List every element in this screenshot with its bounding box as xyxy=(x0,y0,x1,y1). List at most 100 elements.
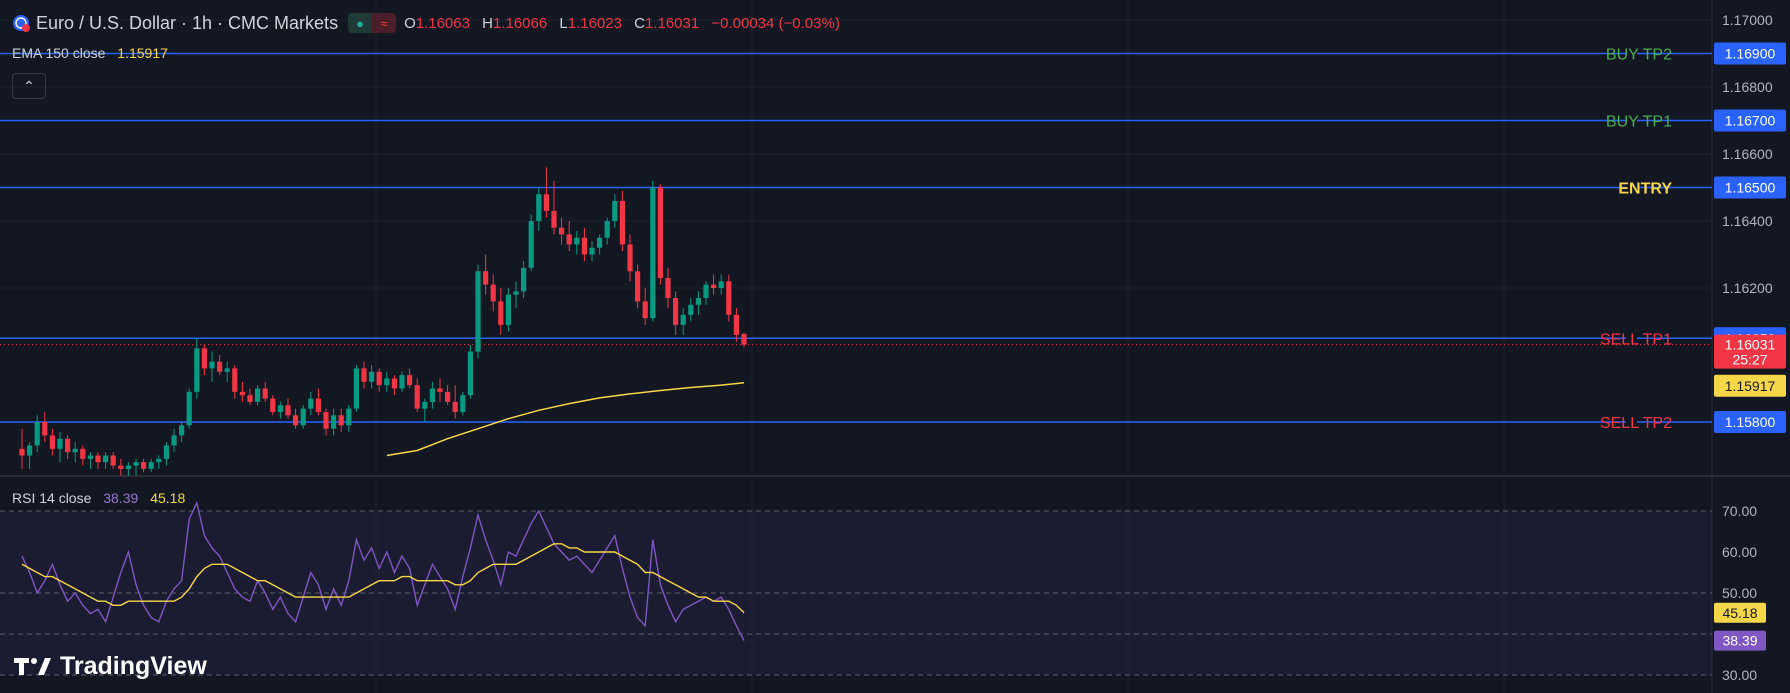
candle-up xyxy=(57,438,63,449)
candle-up xyxy=(528,221,534,268)
tradingview-logo[interactable]: TradingView xyxy=(14,651,207,681)
candle-up xyxy=(186,391,192,426)
candle-up xyxy=(300,408,306,426)
candle-up xyxy=(695,298,701,305)
change-value: −0.00034 (−0.03%) xyxy=(711,14,840,32)
candle-up xyxy=(163,445,169,459)
candle-down xyxy=(232,368,238,392)
candle-down xyxy=(711,284,717,288)
candle-down xyxy=(543,194,549,211)
close-value: 1.16031 xyxy=(644,14,700,32)
candle-up xyxy=(156,458,162,463)
chevron-up-icon: ⌃ xyxy=(23,77,35,94)
candle-down xyxy=(118,465,124,469)
rsi-legend[interactable]: RSI 14 close 38.39 45.18 xyxy=(12,490,185,506)
candle-up xyxy=(34,422,40,446)
ema-price-text: 1.15917 xyxy=(1725,378,1776,394)
candle-down xyxy=(65,438,71,453)
current-price-tag xyxy=(1714,334,1786,369)
ema-legend-label: EMA 150 close xyxy=(12,45,106,61)
countdown-text: 25:27 xyxy=(1732,352,1767,368)
candle-up xyxy=(277,405,283,412)
level-price-tag xyxy=(1714,411,1786,433)
candle-down xyxy=(627,244,633,272)
candle-down xyxy=(635,271,641,302)
rsi-ma-value-text: 45.18 xyxy=(1722,605,1757,621)
ema-legend[interactable]: EMA 150 close 1.15917 xyxy=(12,45,168,61)
candle-up xyxy=(422,401,428,409)
rsi-ma-value-tag xyxy=(1714,602,1766,623)
level-label: SELL TP1 xyxy=(1600,331,1672,348)
market-open-dot-icon: ● xyxy=(348,13,373,33)
close-label: C xyxy=(634,14,645,32)
price-axis-tick: 1.16800 xyxy=(1722,79,1773,95)
candle-down xyxy=(19,448,25,456)
candle-up xyxy=(224,368,230,372)
candle-down xyxy=(49,435,55,449)
candle-down xyxy=(407,375,413,386)
candle-up xyxy=(148,462,154,469)
level-label: BUY TP1 xyxy=(1606,114,1672,131)
candle-down xyxy=(437,388,443,392)
candle-down xyxy=(619,200,625,245)
candle-up xyxy=(521,267,527,292)
level-price-tag xyxy=(1714,42,1786,65)
level-label: ENTRY xyxy=(1618,181,1672,198)
candle-up xyxy=(399,375,405,389)
level-label: BUY TP2 xyxy=(1606,47,1672,64)
candle-up xyxy=(574,237,580,245)
candle-down xyxy=(262,388,268,399)
level-price-tag xyxy=(1714,176,1786,199)
candle-down xyxy=(673,298,679,325)
candle-up xyxy=(209,361,215,369)
low-label: L xyxy=(559,14,568,32)
candle-down xyxy=(376,371,382,386)
ohlc-values: O1.16063 H1.16066 L1.16023 C1.16031 −0.0… xyxy=(404,15,840,32)
candle-down xyxy=(657,187,663,278)
collapse-legend-button[interactable]: ⌃ xyxy=(12,73,46,99)
candle-up xyxy=(513,291,519,295)
candle-down xyxy=(141,462,147,469)
candle-up xyxy=(703,284,709,299)
candle-up xyxy=(87,455,93,459)
candle-down xyxy=(95,455,101,463)
candle-up xyxy=(171,435,177,446)
globe-dollar-icon xyxy=(13,15,30,32)
candle-up xyxy=(331,415,337,429)
symbol-title[interactable]: Euro / U.S. Dollar · 1h · CMC Markets xyxy=(36,12,339,33)
candle-down xyxy=(391,378,397,389)
candle-down xyxy=(338,415,344,426)
chart-header: Euro / U.S. Dollar · 1h · CMC Markets ● … xyxy=(12,12,840,34)
candle-up xyxy=(680,314,686,325)
candle-down xyxy=(483,271,489,285)
rsi-ma-line xyxy=(21,543,745,614)
rsi-legend-value: 38.39 xyxy=(103,490,139,506)
level-price-text: 1.16900 xyxy=(1725,46,1776,62)
open-label: O xyxy=(404,14,416,32)
candle-up xyxy=(133,462,139,466)
candle-down xyxy=(42,422,48,436)
candle-up xyxy=(125,465,131,469)
rsi-axis-tick: 30.00 xyxy=(1722,667,1757,683)
candle-up xyxy=(650,187,656,319)
candle-up xyxy=(467,351,473,396)
candle-down xyxy=(80,448,86,459)
tradingview-wordmark: TradingView xyxy=(60,651,207,680)
candle-up xyxy=(597,237,603,248)
candle-down xyxy=(559,227,565,235)
low-value: 1.16023 xyxy=(567,14,622,32)
tradingview-logo-icon xyxy=(14,658,51,675)
approximate-icon: ≈ xyxy=(372,13,397,33)
market-status-pill[interactable]: ● ≈ xyxy=(348,13,397,33)
candle-up xyxy=(384,378,390,386)
candle-up xyxy=(718,281,724,288)
candle-down xyxy=(293,415,299,426)
candle-up xyxy=(103,455,109,463)
current-price-text: 1.16031 xyxy=(1725,337,1776,353)
candle-down xyxy=(315,398,321,412)
rsi-axis-tick: 60.00 xyxy=(1722,544,1757,560)
high-label: H xyxy=(482,14,493,32)
candle-down xyxy=(201,348,207,369)
candle-up xyxy=(505,294,511,325)
